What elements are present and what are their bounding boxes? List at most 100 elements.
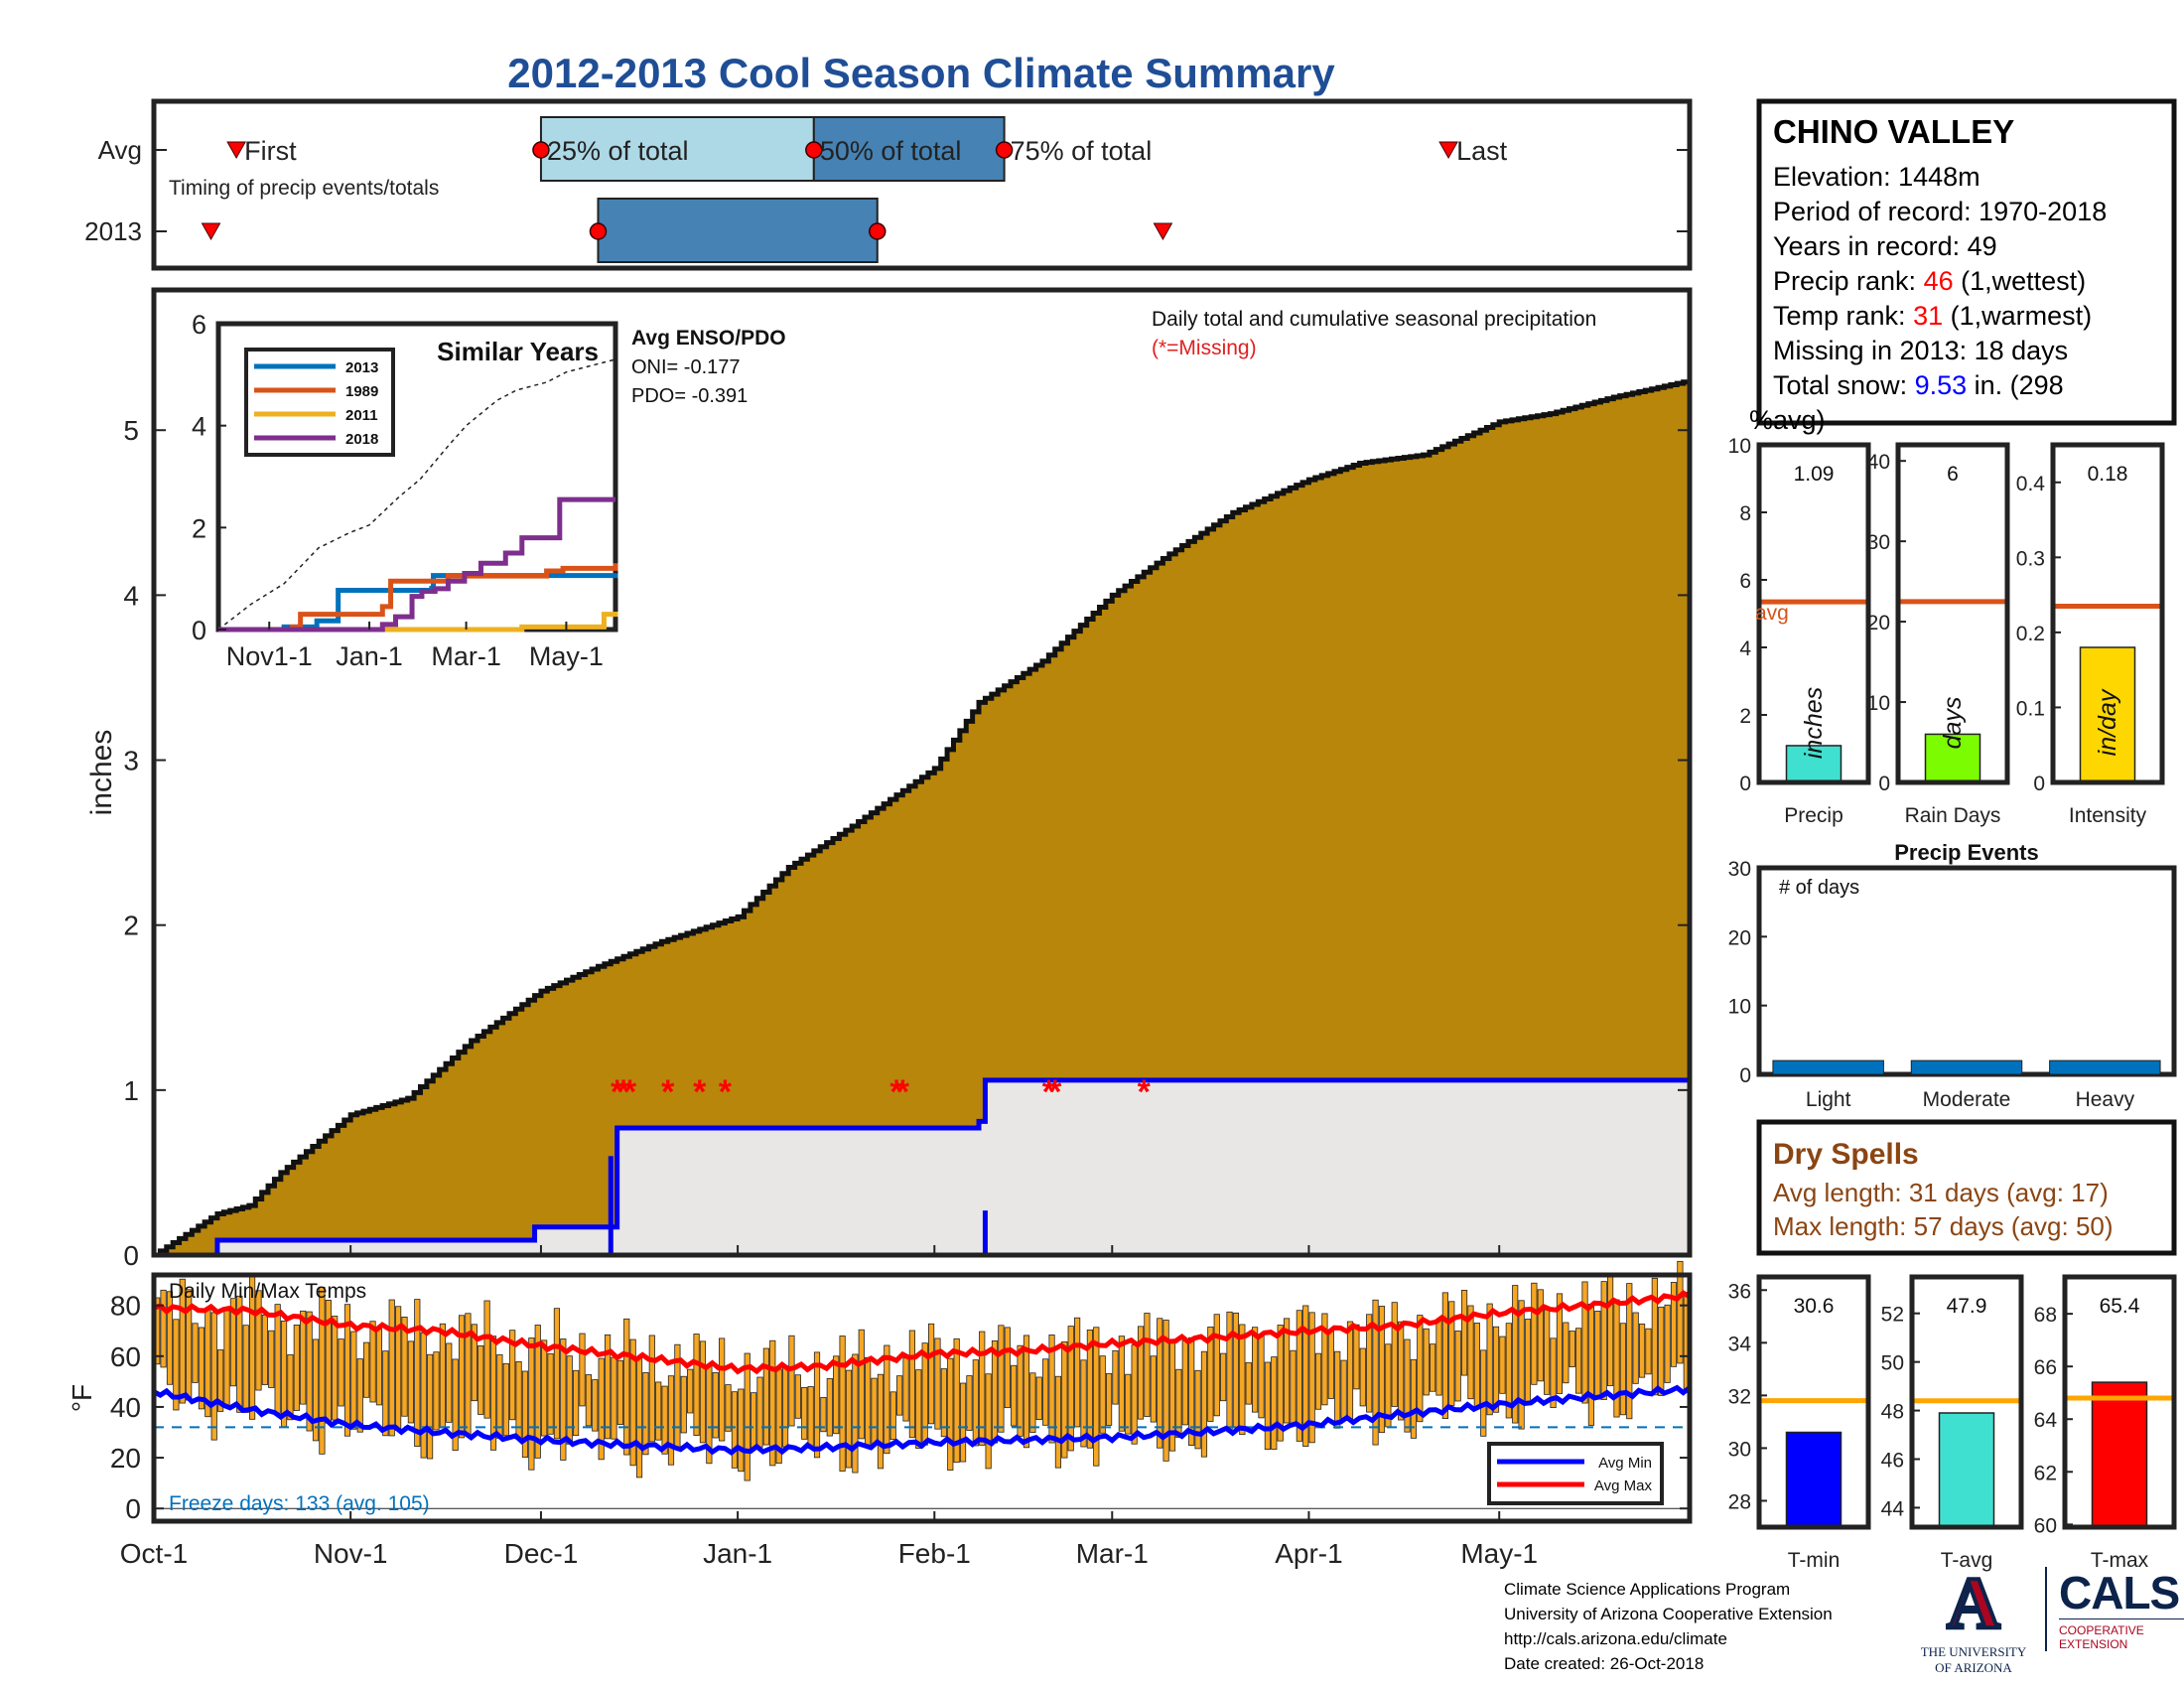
value-bar — [2079, 646, 2136, 783]
daily-temp-bar — [420, 1332, 427, 1459]
temp-bar-panels: 28 30 32 34 36 30.6 T-min 44 46 48 50 52 47.9 T-avg 60… — [1728, 1274, 2177, 1572]
daily-temp-bar — [1677, 1260, 1684, 1364]
panel-y-tick-label: 0.3 — [2016, 547, 2045, 570]
season-x-axis: Oct-1 Nov-1 Dec-1 Jan-1 Feb-1 Mar-1 Apr-1 May-1 — [120, 1245, 1538, 1569]
daily-temp-bar — [319, 1286, 326, 1455]
ua-block-letter: A — [1945, 1563, 2001, 1644]
avg-last-marker — [1438, 141, 1458, 160]
daily-temp-bar — [1035, 1376, 1042, 1420]
daily-temp-bar — [179, 1278, 186, 1404]
daily-temp-bar — [306, 1311, 313, 1432]
daily-temp-bar — [1454, 1331, 1461, 1402]
panel-y-tick-label: 4 — [1739, 637, 1751, 660]
daily-temp-bar — [1398, 1321, 1405, 1421]
events-frame — [1756, 865, 2177, 1077]
daily-temp-bar — [332, 1316, 339, 1421]
inset-series-line-1989 — [218, 563, 618, 633]
daily-temp-bar — [604, 1334, 612, 1440]
daily-temp-bar — [255, 1290, 262, 1391]
daily-temp-bar — [1296, 1310, 1302, 1442]
daily-temp-bar — [998, 1325, 1005, 1433]
daily-temp-bar — [1099, 1355, 1106, 1434]
precip-events-panel: Precip Events # of days 0 10 20 30 Light Modera… — [1728, 840, 2177, 1111]
daily-temp-bar — [1200, 1350, 1208, 1458]
daily-temp-bar — [1017, 1344, 1024, 1437]
daily-temp-bar — [1112, 1349, 1119, 1405]
panel-y-tick-label: 30 — [1728, 1438, 1751, 1461]
panel-y-tick-label: 2 — [1739, 705, 1751, 728]
daily-temp-bar — [1264, 1361, 1271, 1450]
total-snow-value: 9.53 — [1915, 370, 1975, 400]
credit-link[interactable]: http://cals.arizona.edu/climate — [1504, 1629, 1727, 1648]
temps-legend-frame — [1487, 1442, 1664, 1505]
panel-y-tick-label: 52 — [1881, 1304, 1904, 1327]
daily-temp-bar — [623, 1318, 630, 1456]
daily-temp-bar — [1067, 1326, 1074, 1452]
daily-temp-bar — [541, 1339, 548, 1437]
daily-temp-bar — [1162, 1320, 1169, 1462]
daily-temp-bar — [1430, 1343, 1436, 1392]
cals-line2: EXTENSION — [2059, 1637, 2128, 1651]
daily-temp-bar — [1619, 1323, 1626, 1416]
main-y-tick-label: 1 — [123, 1075, 139, 1106]
precip-rank-value: 46 — [1924, 266, 1962, 296]
yr-p25-marker — [589, 222, 608, 240]
daily-temp-bar — [375, 1329, 383, 1406]
events-y-tick-label: 20 — [1728, 926, 1751, 949]
daily-temp-bar — [642, 1371, 649, 1456]
daily-temp-bar — [382, 1350, 389, 1437]
temp-rank-note: (1,warmest) — [1951, 301, 2093, 331]
missing-day-marker: * — [896, 1073, 910, 1111]
daily-temp-bar — [1372, 1299, 1379, 1446]
cals-wordmark: CALS — [2059, 1567, 2180, 1618]
daily-temp-bar — [1359, 1347, 1366, 1407]
daily-temp-bar — [414, 1299, 421, 1447]
daily-temp-bar — [1061, 1340, 1068, 1459]
legend-label-min: Avg Min — [1598, 1455, 1652, 1472]
daily-temp-bar — [585, 1374, 592, 1427]
daily-temp-bar — [579, 1333, 586, 1407]
daily-temp-bar — [1524, 1319, 1532, 1402]
panel-x-label: T-min — [1788, 1549, 1841, 1572]
inset-y-tick-label: 0 — [192, 616, 206, 645]
daily-temp-bar — [1531, 1282, 1538, 1385]
chart-title: 2012-2013 Cool Season Climate Summary — [507, 50, 1335, 96]
daily-temp-bar — [1150, 1355, 1157, 1423]
events-bar — [2049, 1059, 2161, 1075]
daily-temp-bar — [1011, 1364, 1018, 1427]
daily-temp-bar — [1340, 1359, 1347, 1419]
daily-temp-bar — [1556, 1293, 1564, 1394]
daily-temp-bar — [407, 1340, 414, 1424]
panel-y-tick-label: 0 — [1878, 773, 1890, 795]
panel-value-label: 6 — [1947, 463, 1959, 486]
main-y-tick-label: 4 — [123, 580, 139, 611]
value-bar — [1785, 1431, 1843, 1528]
main-chart-title: Daily total and cumulative seasonal prec… — [1152, 308, 1596, 331]
daily-temp-bar — [1105, 1372, 1113, 1426]
daily-temp-bar — [560, 1338, 567, 1461]
daily-temp-bar — [629, 1338, 636, 1467]
label-p25: 25% of total — [547, 136, 689, 166]
daily-temp-bar — [661, 1385, 668, 1455]
station-frame — [1756, 98, 2177, 426]
daily-temp-bar — [388, 1299, 395, 1437]
daily-temp-bar — [1404, 1338, 1411, 1433]
inset-y-tick-label: 4 — [192, 412, 206, 442]
avg-p75-marker — [995, 141, 1014, 159]
daily-temp-bar — [1512, 1285, 1519, 1424]
panel-y-tick-label: 0.4 — [2016, 473, 2046, 495]
main-y-tick-label: 2 — [123, 911, 139, 941]
station-info-line: Years in record: 49 — [1773, 231, 1997, 261]
label-p50: 50% of total — [820, 136, 962, 166]
daily-temp-bar — [1029, 1372, 1036, 1433]
dry-spells-avg: Avg length: 31 days (avg: 17) — [1773, 1178, 2109, 1207]
daily-temp-bar — [528, 1337, 535, 1471]
inset-y-tick-label: 6 — [192, 310, 206, 340]
daily-temp-bar — [738, 1388, 745, 1473]
daily-temp-bar — [1587, 1303, 1595, 1426]
credits-block: Climate Science Applications Program Uni… — [1504, 1577, 1833, 1676]
daily-temp-bar — [1499, 1336, 1506, 1394]
temps-y-axis-label: °F — [67, 1384, 97, 1412]
